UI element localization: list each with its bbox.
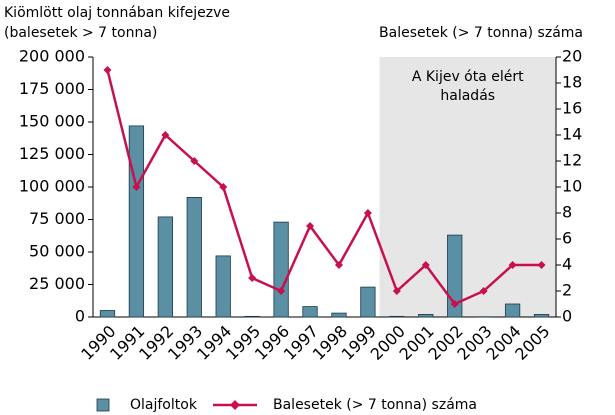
legend-swatch [96, 398, 110, 412]
y2-tick-label: 4 [562, 255, 572, 274]
y2-tick-label: 14 [562, 125, 582, 144]
line-marker [450, 300, 459, 308]
y2-tick-label: 12 [562, 151, 582, 170]
legend-swatch [230, 400, 240, 410]
y2-tick-label: 2 [562, 281, 572, 300]
line-marker [479, 287, 488, 295]
line-marker [132, 183, 141, 191]
y-tick-label: 75 000 [29, 209, 85, 228]
line-marker [392, 287, 401, 295]
y-tick-label: 25 000 [29, 274, 85, 293]
line-marker [190, 157, 199, 165]
bar [504, 303, 521, 318]
y2-tick-label: 10 [562, 177, 582, 196]
y2-axis-title: Balesetek (> 7 tonna) száma [379, 25, 583, 41]
line-marker [161, 131, 170, 139]
bar [99, 310, 116, 318]
y2-tick-label: 16 [562, 99, 582, 118]
line-marker [334, 261, 343, 269]
bar [128, 125, 145, 318]
y-tick-label: 150 000 [19, 112, 85, 131]
bar [273, 221, 289, 318]
legend-label: Olajfoltok [130, 397, 198, 413]
bar [215, 255, 231, 318]
line-marker [306, 222, 315, 230]
x-tick-label: 2005 [511, 322, 553, 364]
highlight-region [379, 57, 556, 317]
bar [360, 286, 376, 318]
line-marker [219, 183, 228, 191]
line-marker [277, 287, 286, 295]
bar [302, 306, 318, 318]
y2-tick-label: 8 [562, 203, 572, 222]
y2-tick-label: 18 [562, 73, 582, 92]
line [106, 69, 542, 306]
line-marker [508, 261, 517, 269]
y-tick-label: 0 [75, 307, 85, 326]
y2-tick-label: 20 [562, 47, 582, 66]
line-marker [421, 261, 430, 269]
y-tick-label: 125 000 [19, 144, 85, 163]
y2-tick-label: 6 [562, 229, 572, 248]
line-marker [248, 274, 257, 282]
bar [447, 234, 463, 318]
y-tick-label: 200 000 [19, 47, 85, 66]
line-marker [363, 209, 372, 217]
annotation: A Kijev óta elért [412, 69, 524, 85]
bar [389, 315, 405, 318]
y-tick-label: 100 000 [19, 177, 85, 196]
y-axis-title: Kiömlött olaj tonnában kifejezve [4, 5, 230, 21]
y-tick-label: 175 000 [19, 79, 85, 98]
bar [244, 315, 260, 318]
bar [331, 312, 347, 318]
line-marker [103, 66, 112, 74]
bar [186, 196, 202, 318]
y-axis-title: (balesetek > 7 tonna) [4, 25, 157, 41]
y2-tick-label: 0 [562, 307, 572, 326]
annotation: haladás [440, 88, 495, 104]
line-marker [537, 261, 546, 269]
y-tick-label: 50 000 [29, 242, 85, 261]
legend-label: Balesetek (> 7 tonna) száma [273, 397, 477, 413]
bar [157, 216, 173, 318]
bar [533, 313, 550, 318]
bar [418, 313, 434, 318]
